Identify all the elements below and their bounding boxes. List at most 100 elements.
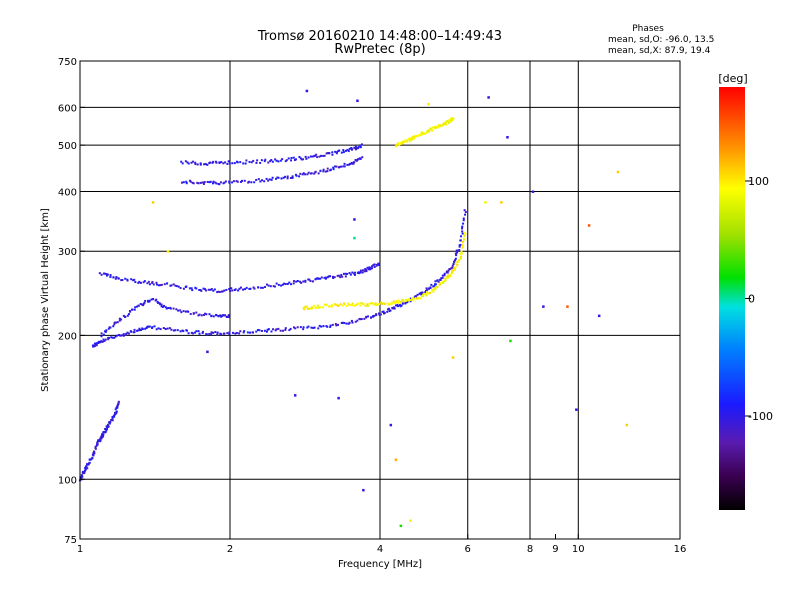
data-point xyxy=(402,140,405,143)
data-point xyxy=(103,430,106,433)
data-point xyxy=(461,232,464,235)
data-point xyxy=(446,275,449,278)
data-point xyxy=(102,433,105,436)
data-point xyxy=(224,180,227,183)
data-point xyxy=(291,175,294,178)
data-point xyxy=(342,165,345,168)
data-point xyxy=(411,135,414,138)
data-point xyxy=(331,151,334,154)
data-point xyxy=(346,148,349,151)
data-point xyxy=(142,281,145,284)
data-point xyxy=(239,286,242,289)
data-point xyxy=(327,275,330,278)
data-point xyxy=(124,277,127,280)
data-point xyxy=(419,134,422,137)
data-point xyxy=(110,419,113,422)
data-point xyxy=(206,350,209,354)
data-point xyxy=(348,304,351,307)
data-point xyxy=(322,168,325,171)
data-point xyxy=(192,160,195,163)
data-point xyxy=(113,336,116,339)
data-point xyxy=(320,276,323,279)
data-point xyxy=(179,330,182,333)
data-point xyxy=(314,170,317,173)
data-point xyxy=(168,327,171,330)
data-point xyxy=(151,281,154,284)
data-point xyxy=(450,269,453,272)
data-point xyxy=(85,465,88,468)
data-point xyxy=(216,333,219,336)
data-point xyxy=(333,276,336,279)
data-point xyxy=(331,153,334,156)
data-point xyxy=(336,151,339,154)
data-point xyxy=(208,313,211,316)
data-point xyxy=(121,334,124,337)
data-point xyxy=(461,230,464,233)
data-point xyxy=(260,159,263,162)
data-point xyxy=(106,423,109,426)
data-point xyxy=(461,225,464,228)
data-point xyxy=(134,281,137,284)
data-point xyxy=(170,284,173,287)
data-point xyxy=(119,334,122,337)
data-point xyxy=(404,302,407,305)
data-point xyxy=(99,439,102,442)
data-point xyxy=(414,297,417,300)
data-point xyxy=(164,306,167,309)
data-point xyxy=(81,475,84,478)
data-point xyxy=(284,327,287,330)
data-point xyxy=(228,288,231,291)
data-point xyxy=(391,302,394,305)
data-point xyxy=(305,157,308,160)
data-point xyxy=(202,182,205,185)
data-point xyxy=(146,282,149,285)
data-point xyxy=(188,287,191,290)
data-point xyxy=(308,278,311,281)
data-point xyxy=(431,289,434,292)
data-point xyxy=(361,271,364,274)
data-point xyxy=(446,120,449,123)
data-point xyxy=(360,302,363,305)
data-point xyxy=(348,147,351,150)
data-point xyxy=(306,326,309,329)
data-point xyxy=(287,157,290,160)
data-point xyxy=(388,307,391,310)
data-point xyxy=(126,279,129,282)
colorbar xyxy=(719,87,745,510)
data-point xyxy=(392,307,395,310)
data-point xyxy=(194,161,197,164)
data-point xyxy=(275,159,278,162)
colorbar-label: [deg] xyxy=(718,72,747,85)
x-axis-label: Frequency [MHz] xyxy=(338,559,422,570)
data-point xyxy=(290,156,293,159)
data-point xyxy=(259,286,262,289)
data-point xyxy=(302,326,305,329)
y-tick-label: 600 xyxy=(58,103,77,114)
data-point xyxy=(156,300,159,303)
data-point xyxy=(80,476,83,479)
data-point xyxy=(382,310,385,313)
data-point xyxy=(386,310,389,313)
data-point xyxy=(226,315,229,318)
data-point xyxy=(423,132,426,135)
data-point xyxy=(334,165,337,168)
data-point xyxy=(212,331,215,334)
data-point xyxy=(248,180,251,183)
data-point xyxy=(330,305,333,308)
data-point xyxy=(141,328,144,331)
data-point xyxy=(283,282,286,285)
data-point xyxy=(212,289,215,292)
data-point xyxy=(280,177,283,180)
data-point xyxy=(112,276,115,279)
data-point xyxy=(204,312,207,315)
data-point xyxy=(587,224,591,227)
data-point xyxy=(387,308,390,311)
data-point xyxy=(371,267,374,270)
data-point xyxy=(302,172,305,175)
data-point xyxy=(405,299,408,302)
data-point xyxy=(172,307,175,310)
data-point xyxy=(354,145,357,148)
data-point xyxy=(307,171,310,174)
data-point xyxy=(151,201,155,204)
data-point xyxy=(236,161,239,164)
